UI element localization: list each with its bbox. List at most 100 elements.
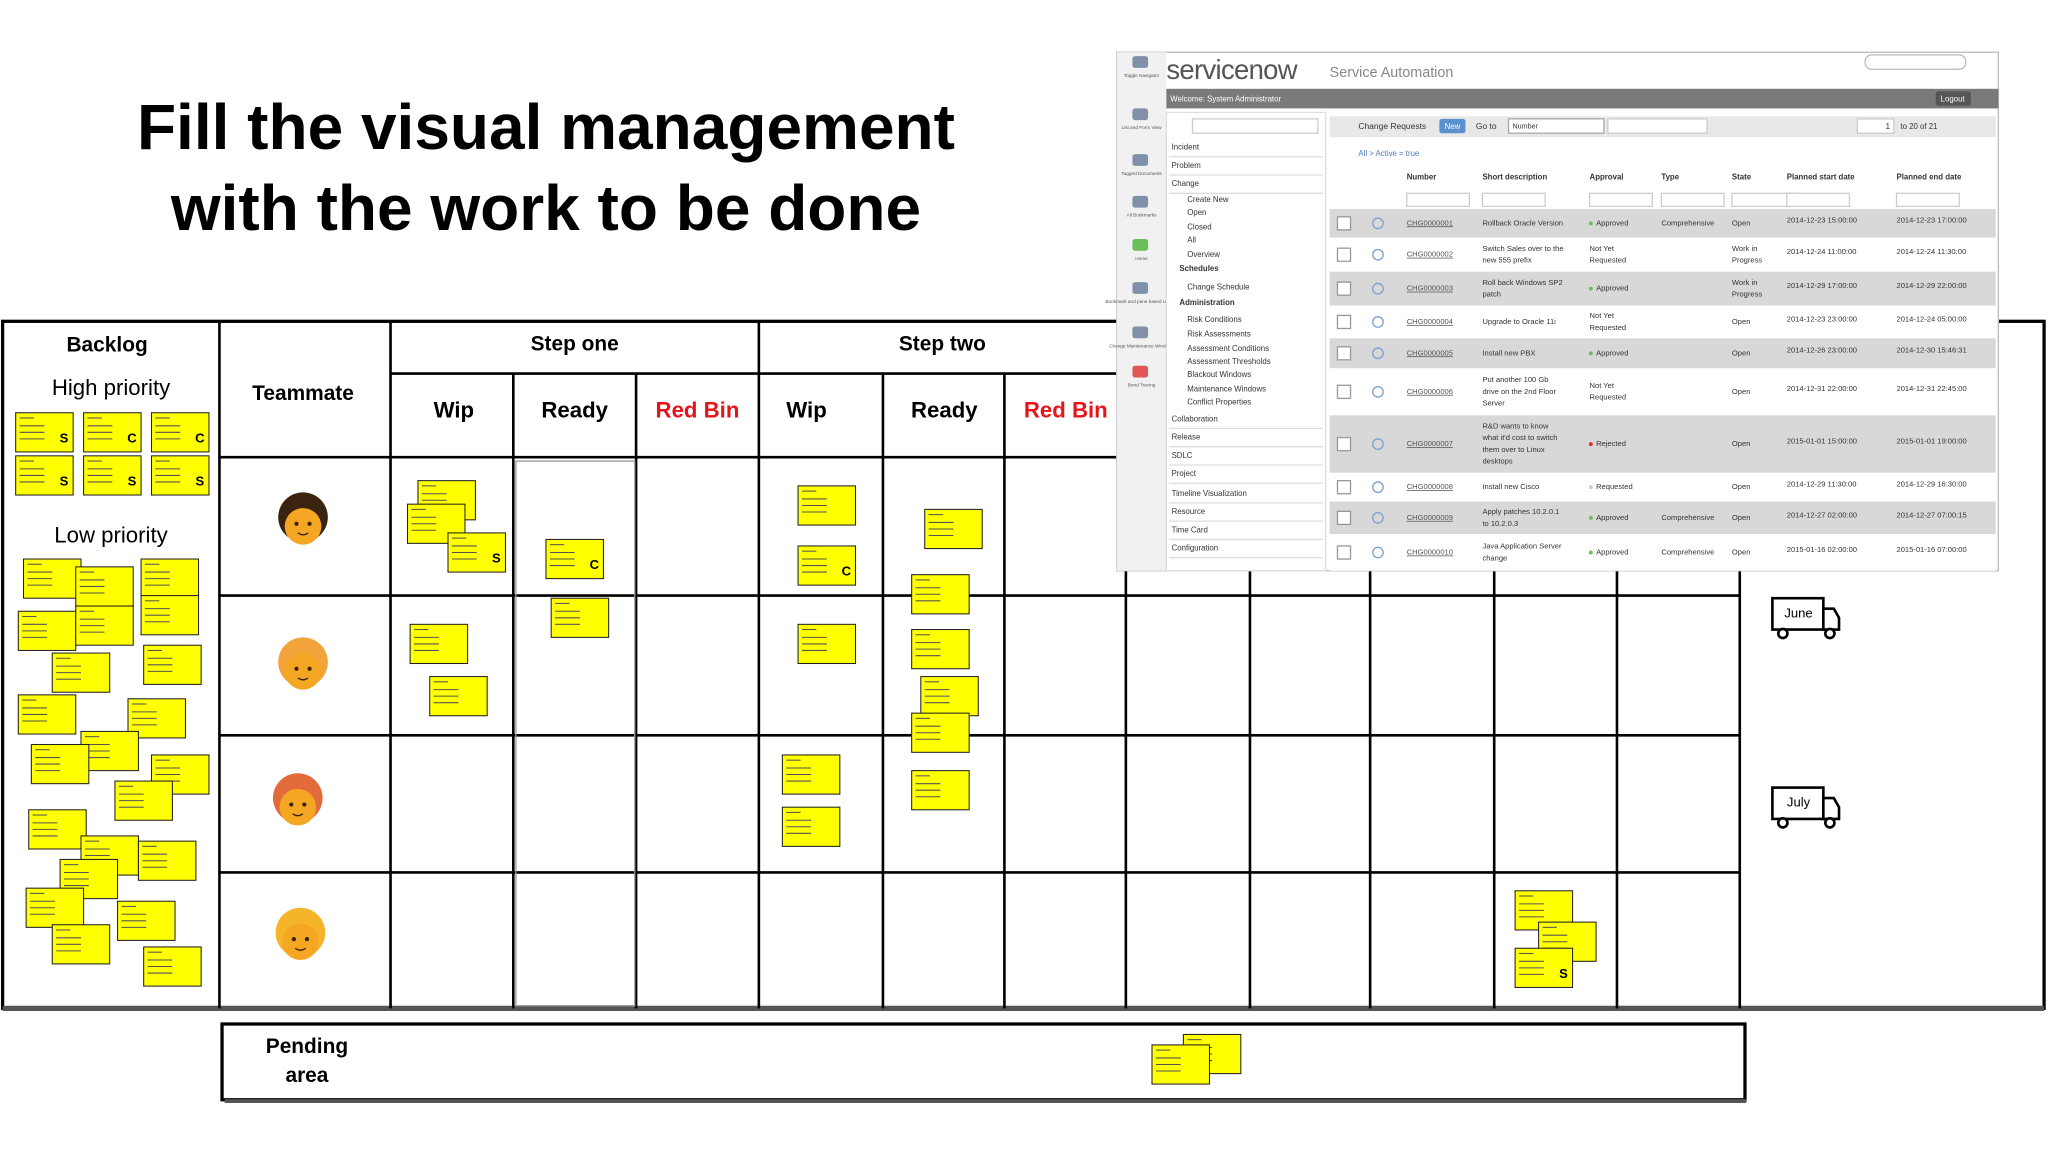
- sn-cell: CHG0000010: [1407, 547, 1453, 556]
- sn-goto-search: [1607, 118, 1708, 134]
- avatar-face: [279, 788, 317, 826]
- avatar-eye: [307, 521, 312, 526]
- sn-row-checkbox[interactable]: [1336, 281, 1352, 296]
- sn-cell: 2014-12-27 07:00:15: [1896, 510, 1966, 519]
- sn-row-checkbox[interactable]: [1336, 216, 1352, 231]
- sn-cell: CHG0000007: [1407, 439, 1453, 448]
- sn-row-checkbox[interactable]: [1336, 479, 1352, 495]
- sn-icon-label: Change Maintenance Windows: [1109, 343, 1175, 348]
- sn-nav-item: Blackout Windows: [1187, 370, 1251, 379]
- avatar-eye: [307, 666, 312, 671]
- sn-icon: [1132, 154, 1149, 166]
- avatar-eye: [304, 937, 310, 942]
- sn-row-checkbox[interactable]: [1336, 346, 1352, 361]
- sn-cell: 2014-12-23 23:00:00: [1787, 314, 1857, 323]
- sn-cell: 2014-12-23 15:00:00: [1787, 216, 1857, 225]
- sn-cell: Rollback Oracle Version: [1482, 218, 1563, 227]
- sn-nav-item: Maintenance Windows: [1187, 384, 1266, 393]
- sn-cell-line: Open: [1732, 547, 1751, 556]
- avatar-mouth: [297, 677, 309, 681]
- sn-cell: 2014-12-24 05:00:00: [1896, 314, 1966, 323]
- sn-cell-line: R&D wants to know: [1482, 421, 1549, 430]
- sn-cell-line: them over to Linux: [1482, 445, 1544, 454]
- sn-logout-btn[interactable]: [1935, 91, 1971, 106]
- sn-row-info: [1372, 385, 1384, 398]
- sn-row-checkbox[interactable]: [1336, 384, 1352, 400]
- sn-nav-item: Risk Assessments: [1187, 329, 1251, 338]
- sn-nav-item: Administration: [1179, 298, 1234, 307]
- sn-cell-line: Approved: [1596, 284, 1628, 293]
- sn-cell: 2014-12-31 22:00:00: [1787, 384, 1857, 393]
- sticky-mark: S: [60, 473, 69, 488]
- avatar-eye: [294, 666, 299, 671]
- sn-row-info: [1372, 217, 1384, 230]
- sn-cell-line: Open: [1732, 317, 1751, 326]
- sn-cell: 2014-12-24 11:30:00: [1896, 247, 1966, 256]
- sn-cell-line: Put another 100 Gb: [1482, 375, 1548, 384]
- sticky-mark: S: [195, 473, 204, 488]
- avatar-eye: [302, 802, 307, 807]
- sn-row-checkbox[interactable]: [1336, 247, 1352, 262]
- sn-cell: Roll back Windows SP2 patch: [1482, 278, 1562, 299]
- ready-lane: [515, 460, 636, 1007]
- sn-cell-line: Open: [1732, 348, 1751, 357]
- sn-nav-item: Closed: [1187, 222, 1211, 231]
- label: Pending: [266, 1035, 348, 1058]
- sn-row-info: [1372, 438, 1384, 450]
- sn-nav-item: SDLC: [1172, 451, 1193, 460]
- sn-row: [1329, 501, 1996, 535]
- label: Go to: [1476, 121, 1497, 131]
- sn-cell: Open: [1732, 547, 1751, 556]
- sn-cell: Open: [1732, 513, 1751, 522]
- sn-row-checkbox[interactable]: [1336, 314, 1352, 330]
- sn-row-info: [1372, 248, 1384, 261]
- sn-cell: 2015-01-16 02:00:00: [1787, 545, 1857, 554]
- label: High priority: [52, 375, 171, 400]
- sn-cell: Upgrade to Oracle 11i: [1482, 317, 1556, 326]
- sn-cell-line: Approved: [1596, 348, 1628, 357]
- sn-new-btn[interactable]: [1439, 118, 1466, 134]
- sn-row-checkbox[interactable]: [1336, 436, 1352, 452]
- sn-iconbar: [1116, 52, 1167, 571]
- sn-cell: 2015-01-01 15:00:00: [1787, 436, 1857, 445]
- sn-cell-line: Requested: [1590, 323, 1627, 332]
- title-line: Fill the visual management: [137, 91, 955, 163]
- sn-cell: CHG0000004: [1407, 317, 1453, 326]
- sn-icon-label: Tagged Documents: [1121, 171, 1162, 176]
- sn-column-search: [1660, 192, 1725, 208]
- sn-cell: 2014-12-24 11:00:00: [1787, 247, 1857, 256]
- truck-wheel: [1823, 816, 1836, 829]
- sn-column-search: [1406, 192, 1471, 208]
- sn-nav: [1165, 111, 1327, 572]
- sn-cell: Requested: [1596, 482, 1633, 491]
- sn-cell: CHG0000001: [1407, 218, 1453, 227]
- sn-cell-line: Open: [1732, 387, 1751, 396]
- sn-cell-line: what it'd cost to switch: [1481, 433, 1557, 442]
- sn-nav-filter: [1191, 118, 1319, 134]
- sn-nav-item: Time Card: [1172, 525, 1208, 534]
- sn-row-info: [1372, 511, 1384, 524]
- sn-nav-item: Configuration: [1172, 544, 1219, 553]
- sn-cell-line: Progress: [1732, 256, 1762, 265]
- sn-goto-select: [1507, 118, 1605, 134]
- sn-column-header: Approval: [1590, 173, 1624, 182]
- label: Step one: [531, 332, 619, 355]
- sn-cell: 2014-12-29 22:00:00: [1896, 281, 1966, 290]
- sticky-note: [550, 597, 610, 638]
- sn-approval-dot: [1588, 515, 1593, 520]
- sticky-mark: C: [590, 557, 600, 572]
- sn-cell: Java Application Server change: [1482, 542, 1562, 563]
- sn-cell-line: Install new Cisco: [1482, 482, 1539, 491]
- truck-wheel: [1776, 816, 1789, 829]
- label: Service Automation: [1330, 65, 1454, 81]
- sn-row-checkbox[interactable]: [1336, 545, 1352, 560]
- sn-nav-item: Conflict Properties: [1187, 397, 1251, 406]
- sn-cell: Approved: [1596, 547, 1628, 556]
- sn-nav-item: Resource: [1172, 507, 1206, 516]
- sn-row: [1329, 237, 1996, 272]
- sticky-mark: C: [127, 430, 137, 445]
- sn-cell: CHG0000003: [1407, 284, 1453, 293]
- label: Backlog: [66, 334, 147, 357]
- sn-cell-line: drive on the 2nd Floor: [1482, 387, 1556, 396]
- sn-row-checkbox[interactable]: [1336, 510, 1352, 526]
